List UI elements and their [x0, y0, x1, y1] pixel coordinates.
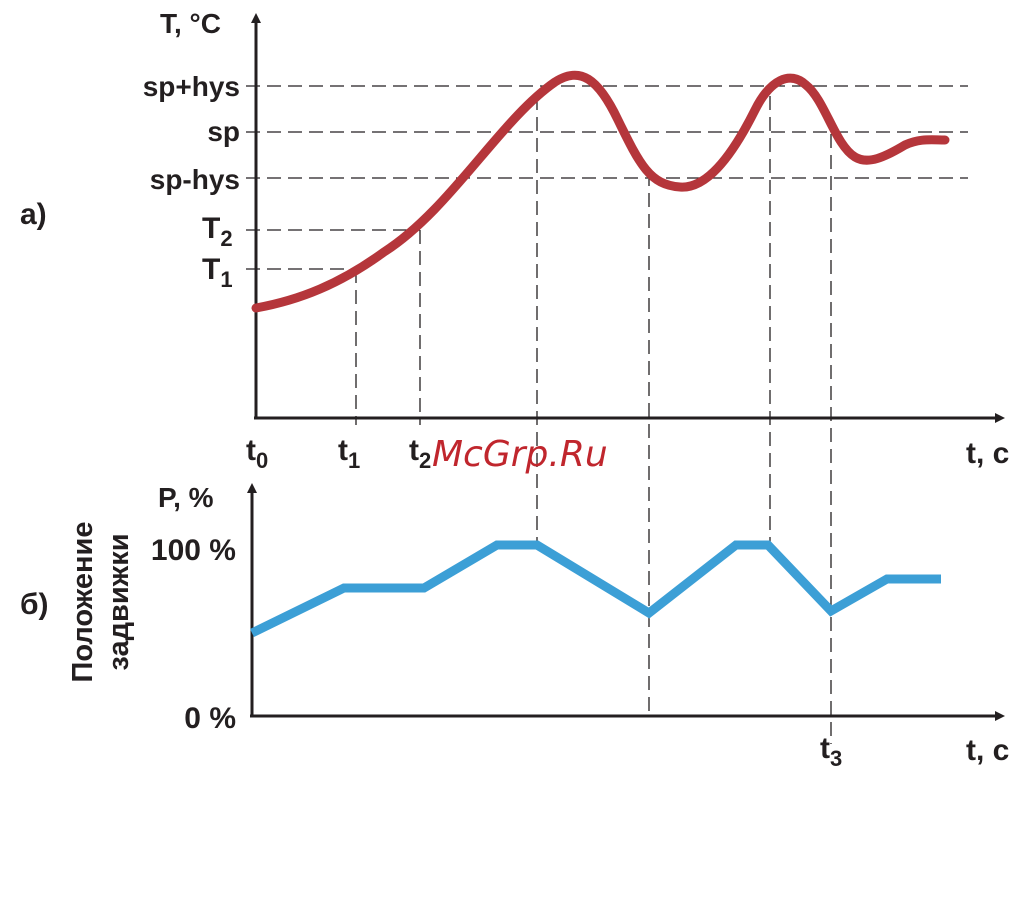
level-t2: T2 — [202, 212, 233, 251]
level-sp-plus-hys: sp+hys — [143, 71, 240, 102]
level-sp-minus-hys: sp-hys — [150, 164, 240, 195]
x-axis-label-b: t, c — [966, 734, 1009, 767]
x-axis-label-a: t, c — [966, 437, 1009, 470]
level-t1: T1 — [202, 253, 233, 292]
panel-tag-b: б) — [20, 588, 49, 621]
y-max-label: 100 % — [151, 534, 236, 567]
y-axis-label-a: T, °C — [160, 8, 221, 39]
level-sp: sp — [207, 116, 240, 147]
panel-a: T, °C t, c а) sp+hys sp sp-hys T2 T1 t0 … — [20, 8, 1009, 744]
time-mark-t3: t3 — [820, 732, 842, 771]
panel-b: P, % t, c б) 100 % 0 % Положение задвижк… — [20, 482, 1009, 771]
time-mark-t1: t1 — [338, 434, 360, 473]
panel-tag-a: а) — [20, 198, 47, 231]
time-mark-t0: t0 — [246, 434, 268, 473]
watermark-text: McGrp.Ru — [432, 434, 608, 475]
valve-position-curve — [250, 540, 941, 638]
time-mark-t2: t2 — [409, 434, 431, 473]
y-title-line2: задвижки — [103, 533, 135, 670]
y-axis-label-b: P, % — [158, 482, 214, 513]
temperature-curve — [251, 70, 950, 313]
y-title-line1: Положение — [67, 522, 99, 683]
y-min-label: 0 % — [184, 702, 236, 735]
